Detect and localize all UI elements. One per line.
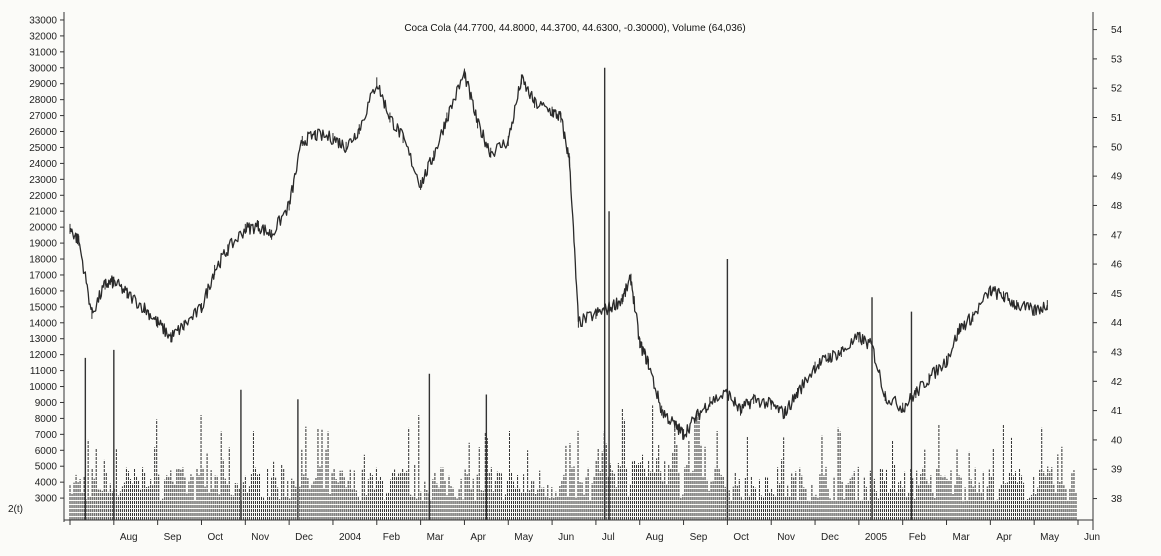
right-tick-label: 38 <box>1111 494 1123 505</box>
x-tick-label: Oct <box>733 532 749 543</box>
left-axis-bottom-text: 2(t) <box>8 504 23 515</box>
x-tick-label: Feb <box>383 532 401 543</box>
left-tick-label: 9000 <box>35 398 58 409</box>
left-tick-label: 22000 <box>29 191 57 202</box>
left-tick-label: 28000 <box>29 95 57 106</box>
left-tick-label: 12000 <box>29 350 57 361</box>
left-tick-label: 25000 <box>29 143 57 154</box>
left-tick-label: 11000 <box>30 366 58 377</box>
left-tick-label: 33000 <box>29 15 57 26</box>
left-tick-label: 6000 <box>35 446 58 457</box>
left-tick-label: 3000 <box>35 494 58 505</box>
x-tick-label: Nov <box>251 532 269 543</box>
left-tick-label: 8000 <box>35 414 58 425</box>
volume-layer <box>69 67 1077 520</box>
left-tick-label: 4000 <box>35 478 58 489</box>
right-tick-label: 49 <box>1111 172 1123 183</box>
right-tick-label: 44 <box>1111 318 1123 329</box>
right-tick-label: 53 <box>1111 54 1123 65</box>
x-tick-label: Sep <box>164 532 182 543</box>
left-tick-label: 23000 <box>29 175 57 186</box>
right-tick-label: 50 <box>1111 142 1123 153</box>
left-tick-label: 30000 <box>29 63 57 74</box>
left-tick-label: 32000 <box>29 31 57 42</box>
x-tick-label: Apr <box>470 532 486 543</box>
left-tick-label: 26000 <box>29 127 57 138</box>
x-tick-label: Mar <box>427 532 445 543</box>
left-tick-label: 29000 <box>29 79 57 90</box>
x-tick-label: Mar <box>953 532 971 543</box>
left-tick-label: 20000 <box>29 223 57 234</box>
chart-title: Coca Cola (44.7700, 44.8000, 44.3700, 44… <box>404 23 745 34</box>
x-tick-label: Nov <box>777 532 795 543</box>
x-tick-label: Aug <box>646 532 664 543</box>
right-tick-label: 54 <box>1111 25 1123 36</box>
left-tick-label: 14000 <box>29 318 57 329</box>
left-tick-label: 7000 <box>35 430 58 441</box>
x-tick-label: Feb <box>909 532 927 543</box>
right-tick-label: 51 <box>1111 113 1123 124</box>
left-tick-label: 24000 <box>29 159 57 170</box>
x-tick-label: 2005 <box>865 532 888 543</box>
x-tick-label: 2004 <box>339 532 362 543</box>
x-tick-label: Dec <box>821 532 839 543</box>
right-tick-label: 40 <box>1111 435 1123 446</box>
price-line <box>69 70 1048 440</box>
left-tick-label: 21000 <box>29 207 57 218</box>
x-tick-label: May <box>1040 532 1059 543</box>
x-tick-label: Sep <box>690 532 708 543</box>
x-tick-label: May <box>514 532 533 543</box>
x-tick-label: Dec <box>295 532 313 543</box>
left-tick-label: 27000 <box>29 111 57 122</box>
right-tick-label: 46 <box>1111 260 1123 271</box>
x-tick-label: Jun <box>1084 532 1100 543</box>
x-tick-label: Aug <box>120 532 138 543</box>
right-tick-label: 42 <box>1111 377 1123 388</box>
right-tick-label: 39 <box>1111 465 1123 476</box>
right-tick-label: 43 <box>1111 348 1123 359</box>
right-tick-label: 45 <box>1111 289 1123 300</box>
left-tick-label: 17000 <box>29 270 57 281</box>
right-tick-label: 48 <box>1111 201 1123 212</box>
left-tick-label: 31000 <box>29 47 57 58</box>
right-tick-label: 52 <box>1111 84 1123 95</box>
right-tick-label: 41 <box>1111 406 1123 417</box>
left-tick-label: 10000 <box>29 382 57 393</box>
left-tick-label: 13000 <box>29 334 57 345</box>
right-tick-label: 47 <box>1111 230 1123 241</box>
x-tick-label: Apr <box>996 532 1012 543</box>
left-tick-label: 15000 <box>29 302 57 313</box>
left-tick-label: 18000 <box>29 255 57 266</box>
left-tick-label: 16000 <box>29 286 57 297</box>
x-tick-label: Oct <box>207 532 223 543</box>
x-tick-label: Jun <box>558 532 574 543</box>
price-layer <box>69 68 1048 440</box>
left-tick-label: 5000 <box>35 462 58 473</box>
x-tick-label: Jul <box>602 532 615 543</box>
left-tick-label: 19000 <box>29 239 57 250</box>
axis-layer: 3000 4000 5000 6000 7000 8000 9000 10000 11000 12… <box>8 12 1123 543</box>
